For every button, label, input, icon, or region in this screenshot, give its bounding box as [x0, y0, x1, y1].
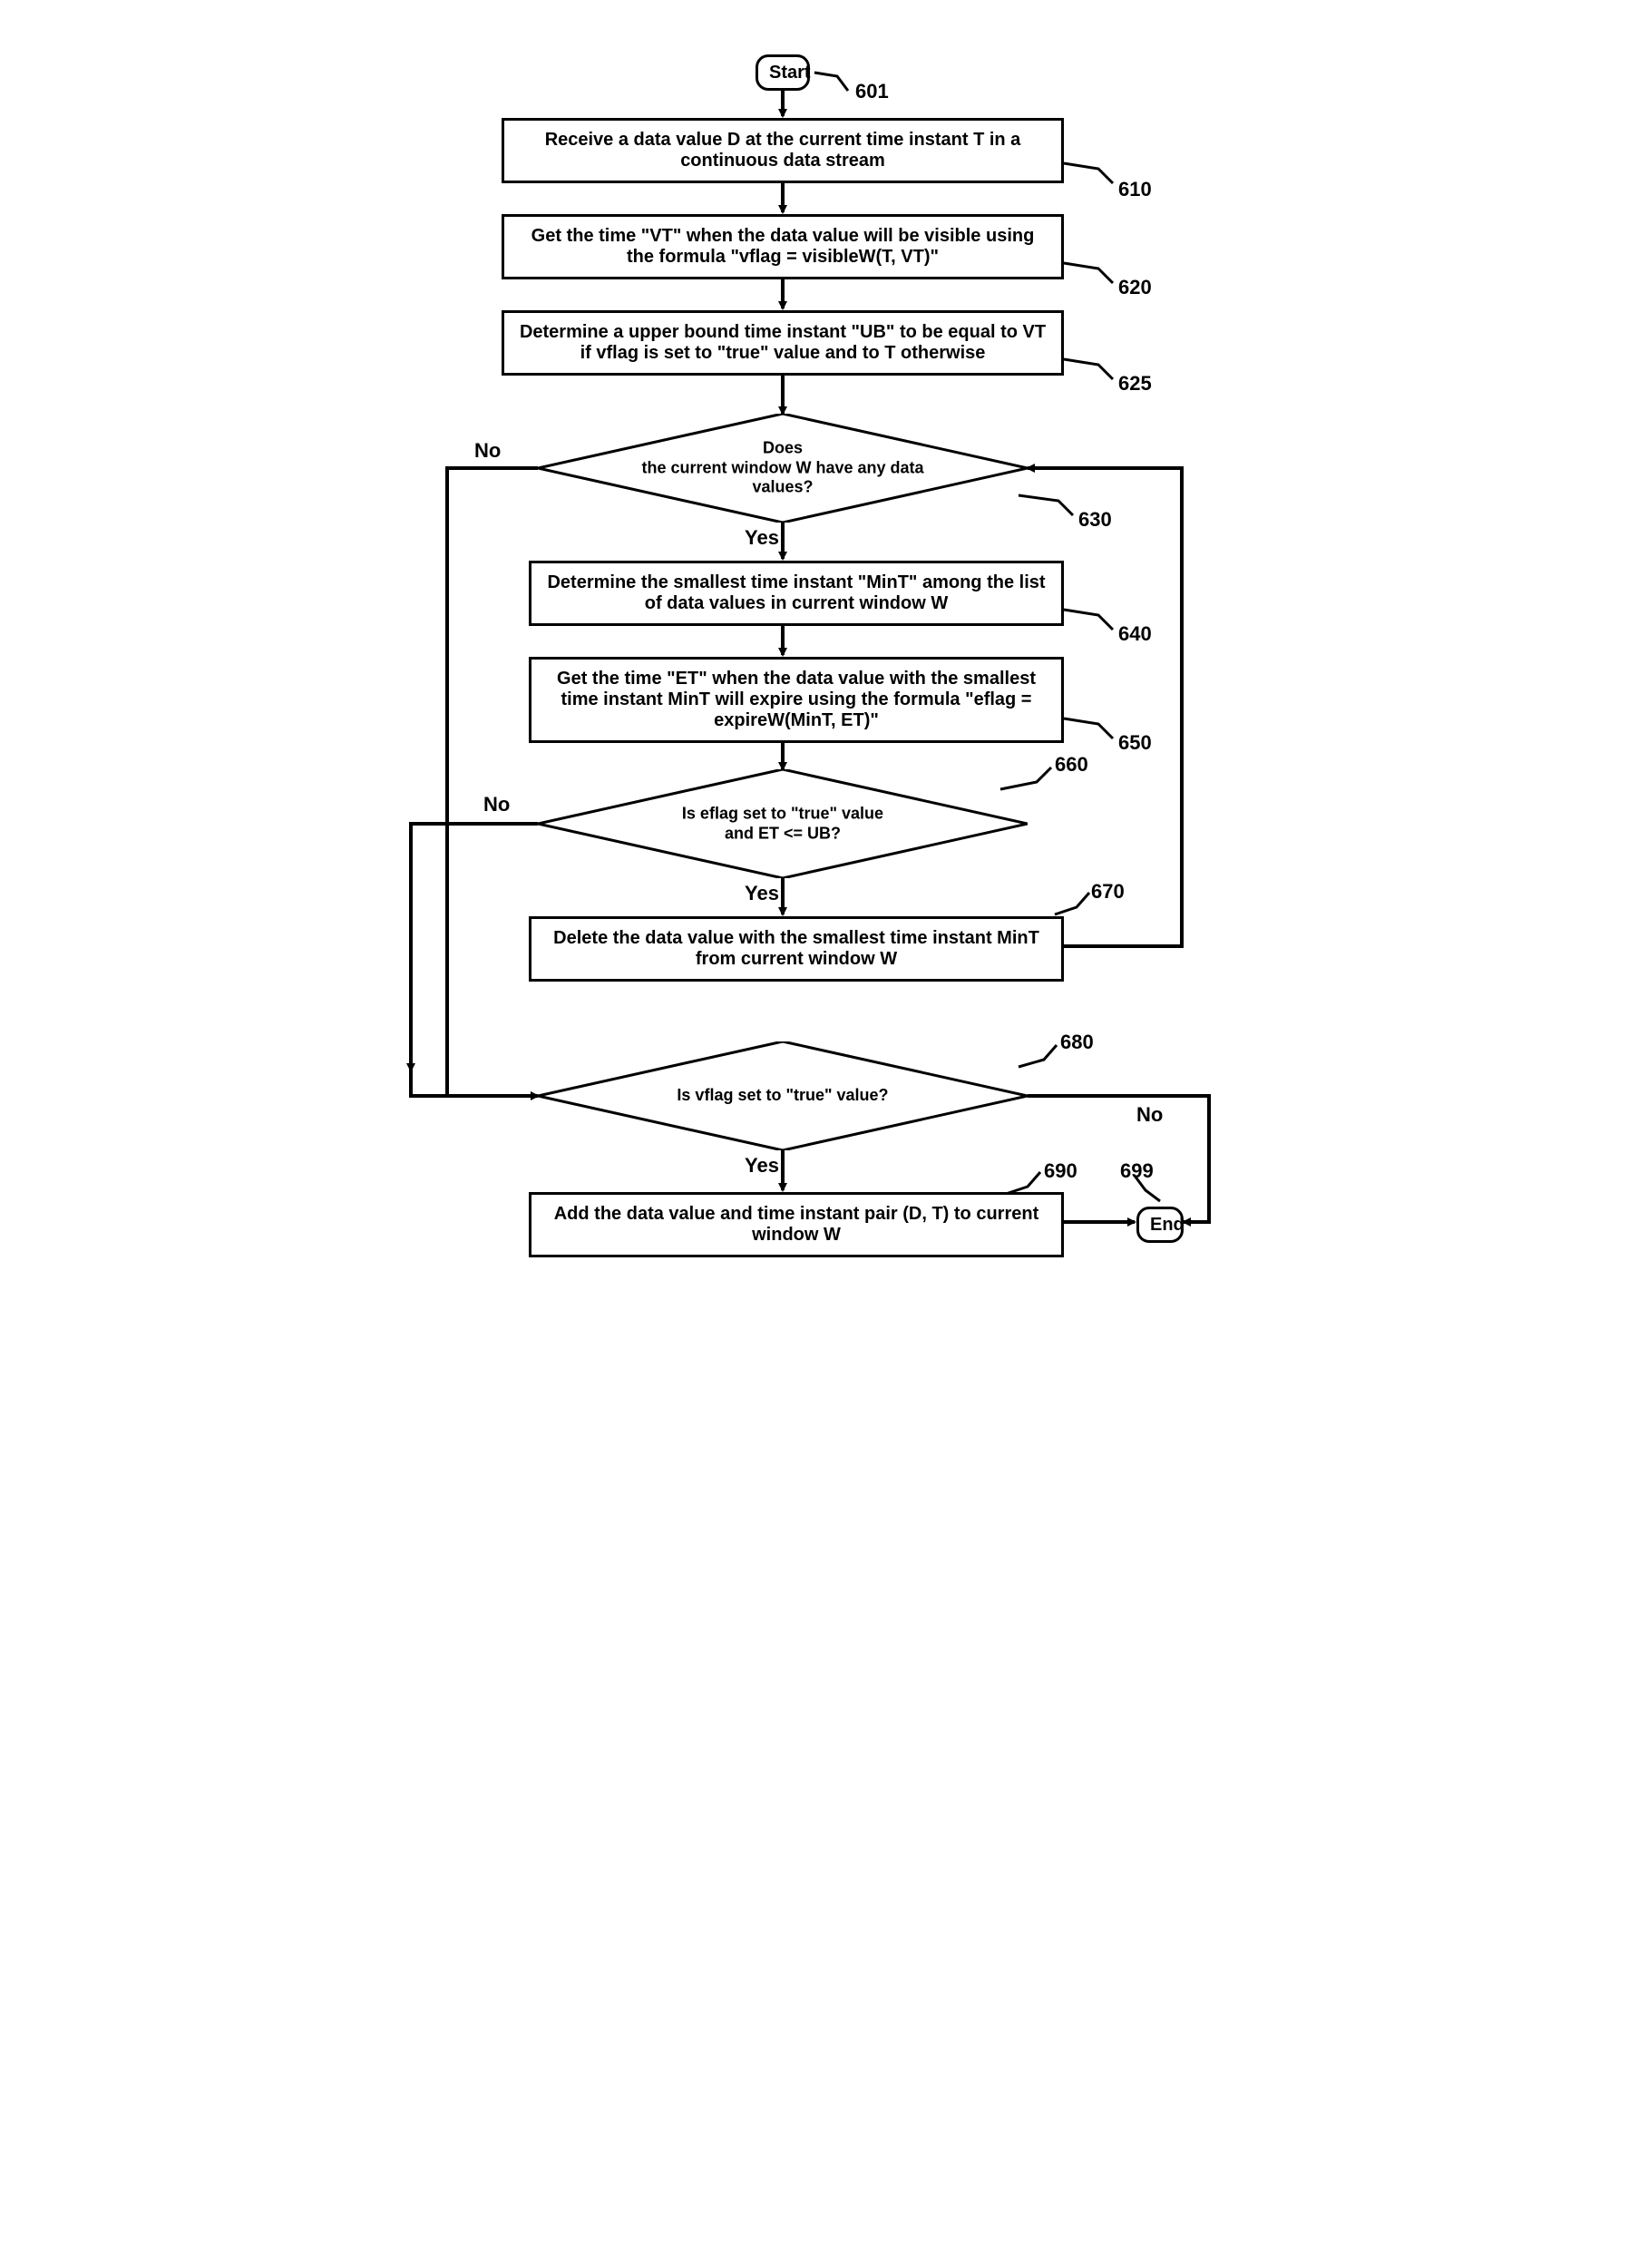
decision-660: Is eflag set to "true" valueand ET <= UB…	[538, 769, 1028, 878]
ref-640: 640	[1118, 622, 1152, 646]
ref-680: 680	[1060, 1031, 1094, 1054]
process-625: Determine a upper bound time instant "UB…	[502, 310, 1064, 376]
process-670: Delete the data value with the smallest …	[529, 916, 1064, 982]
decision-630: Doesthe current window W have any datava…	[538, 414, 1028, 523]
process-650-text: Get the time "ET" when the data value wi…	[557, 669, 1036, 730]
decision-680-yes: Yes	[745, 1154, 779, 1178]
decision-660-no: No	[483, 793, 510, 816]
ref-625: 625	[1118, 372, 1152, 396]
process-625-text: Determine a upper bound time instant "UB…	[520, 322, 1046, 363]
decision-630-yes: Yes	[745, 526, 779, 550]
decision-630-no: No	[474, 439, 501, 463]
start-text: Start	[769, 63, 811, 83]
process-640-text: Determine the smallest time instant "Min…	[547, 572, 1045, 613]
ref-650: 650	[1118, 731, 1152, 755]
ref-690: 690	[1044, 1159, 1077, 1183]
ref-620: 620	[1118, 276, 1152, 299]
ref-610: 610	[1118, 178, 1152, 201]
decision-660-text: Is eflag set to "true" valueand ET <= UB…	[575, 804, 991, 843]
process-620-text: Get the time "VT" when the data value wi…	[531, 226, 1035, 267]
ref-660: 660	[1055, 753, 1088, 777]
ref-699: 699	[1120, 1159, 1154, 1183]
process-690: Add the data value and time instant pair…	[529, 1192, 1064, 1257]
process-610-text: Receive a data value D at the current ti…	[545, 130, 1021, 171]
process-640: Determine the smallest time instant "Min…	[529, 561, 1064, 626]
decision-630-text: Doesthe current window W have any datava…	[575, 439, 991, 498]
ref-670: 670	[1091, 880, 1125, 904]
flowchart-canvas: Start 601 Receive a data value D at the …	[366, 36, 1272, 1288]
decision-680: Is vflag set to "true" value?	[538, 1041, 1028, 1150]
ref-601: 601	[855, 80, 889, 103]
start-terminal: Start	[756, 54, 810, 91]
process-670-text: Delete the data value with the smallest …	[553, 928, 1039, 969]
end-text: End	[1150, 1215, 1185, 1235]
decision-660-yes: Yes	[745, 882, 779, 905]
process-690-text: Add the data value and time instant pair…	[554, 1204, 1039, 1245]
process-610: Receive a data value D at the current ti…	[502, 118, 1064, 183]
process-620: Get the time "VT" when the data value wi…	[502, 214, 1064, 279]
decision-680-text: Is vflag set to "true" value?	[575, 1086, 991, 1106]
end-terminal: End	[1136, 1207, 1184, 1243]
process-650: Get the time "ET" when the data value wi…	[529, 657, 1064, 743]
decision-680-no: No	[1136, 1103, 1163, 1127]
ref-630: 630	[1078, 508, 1112, 532]
